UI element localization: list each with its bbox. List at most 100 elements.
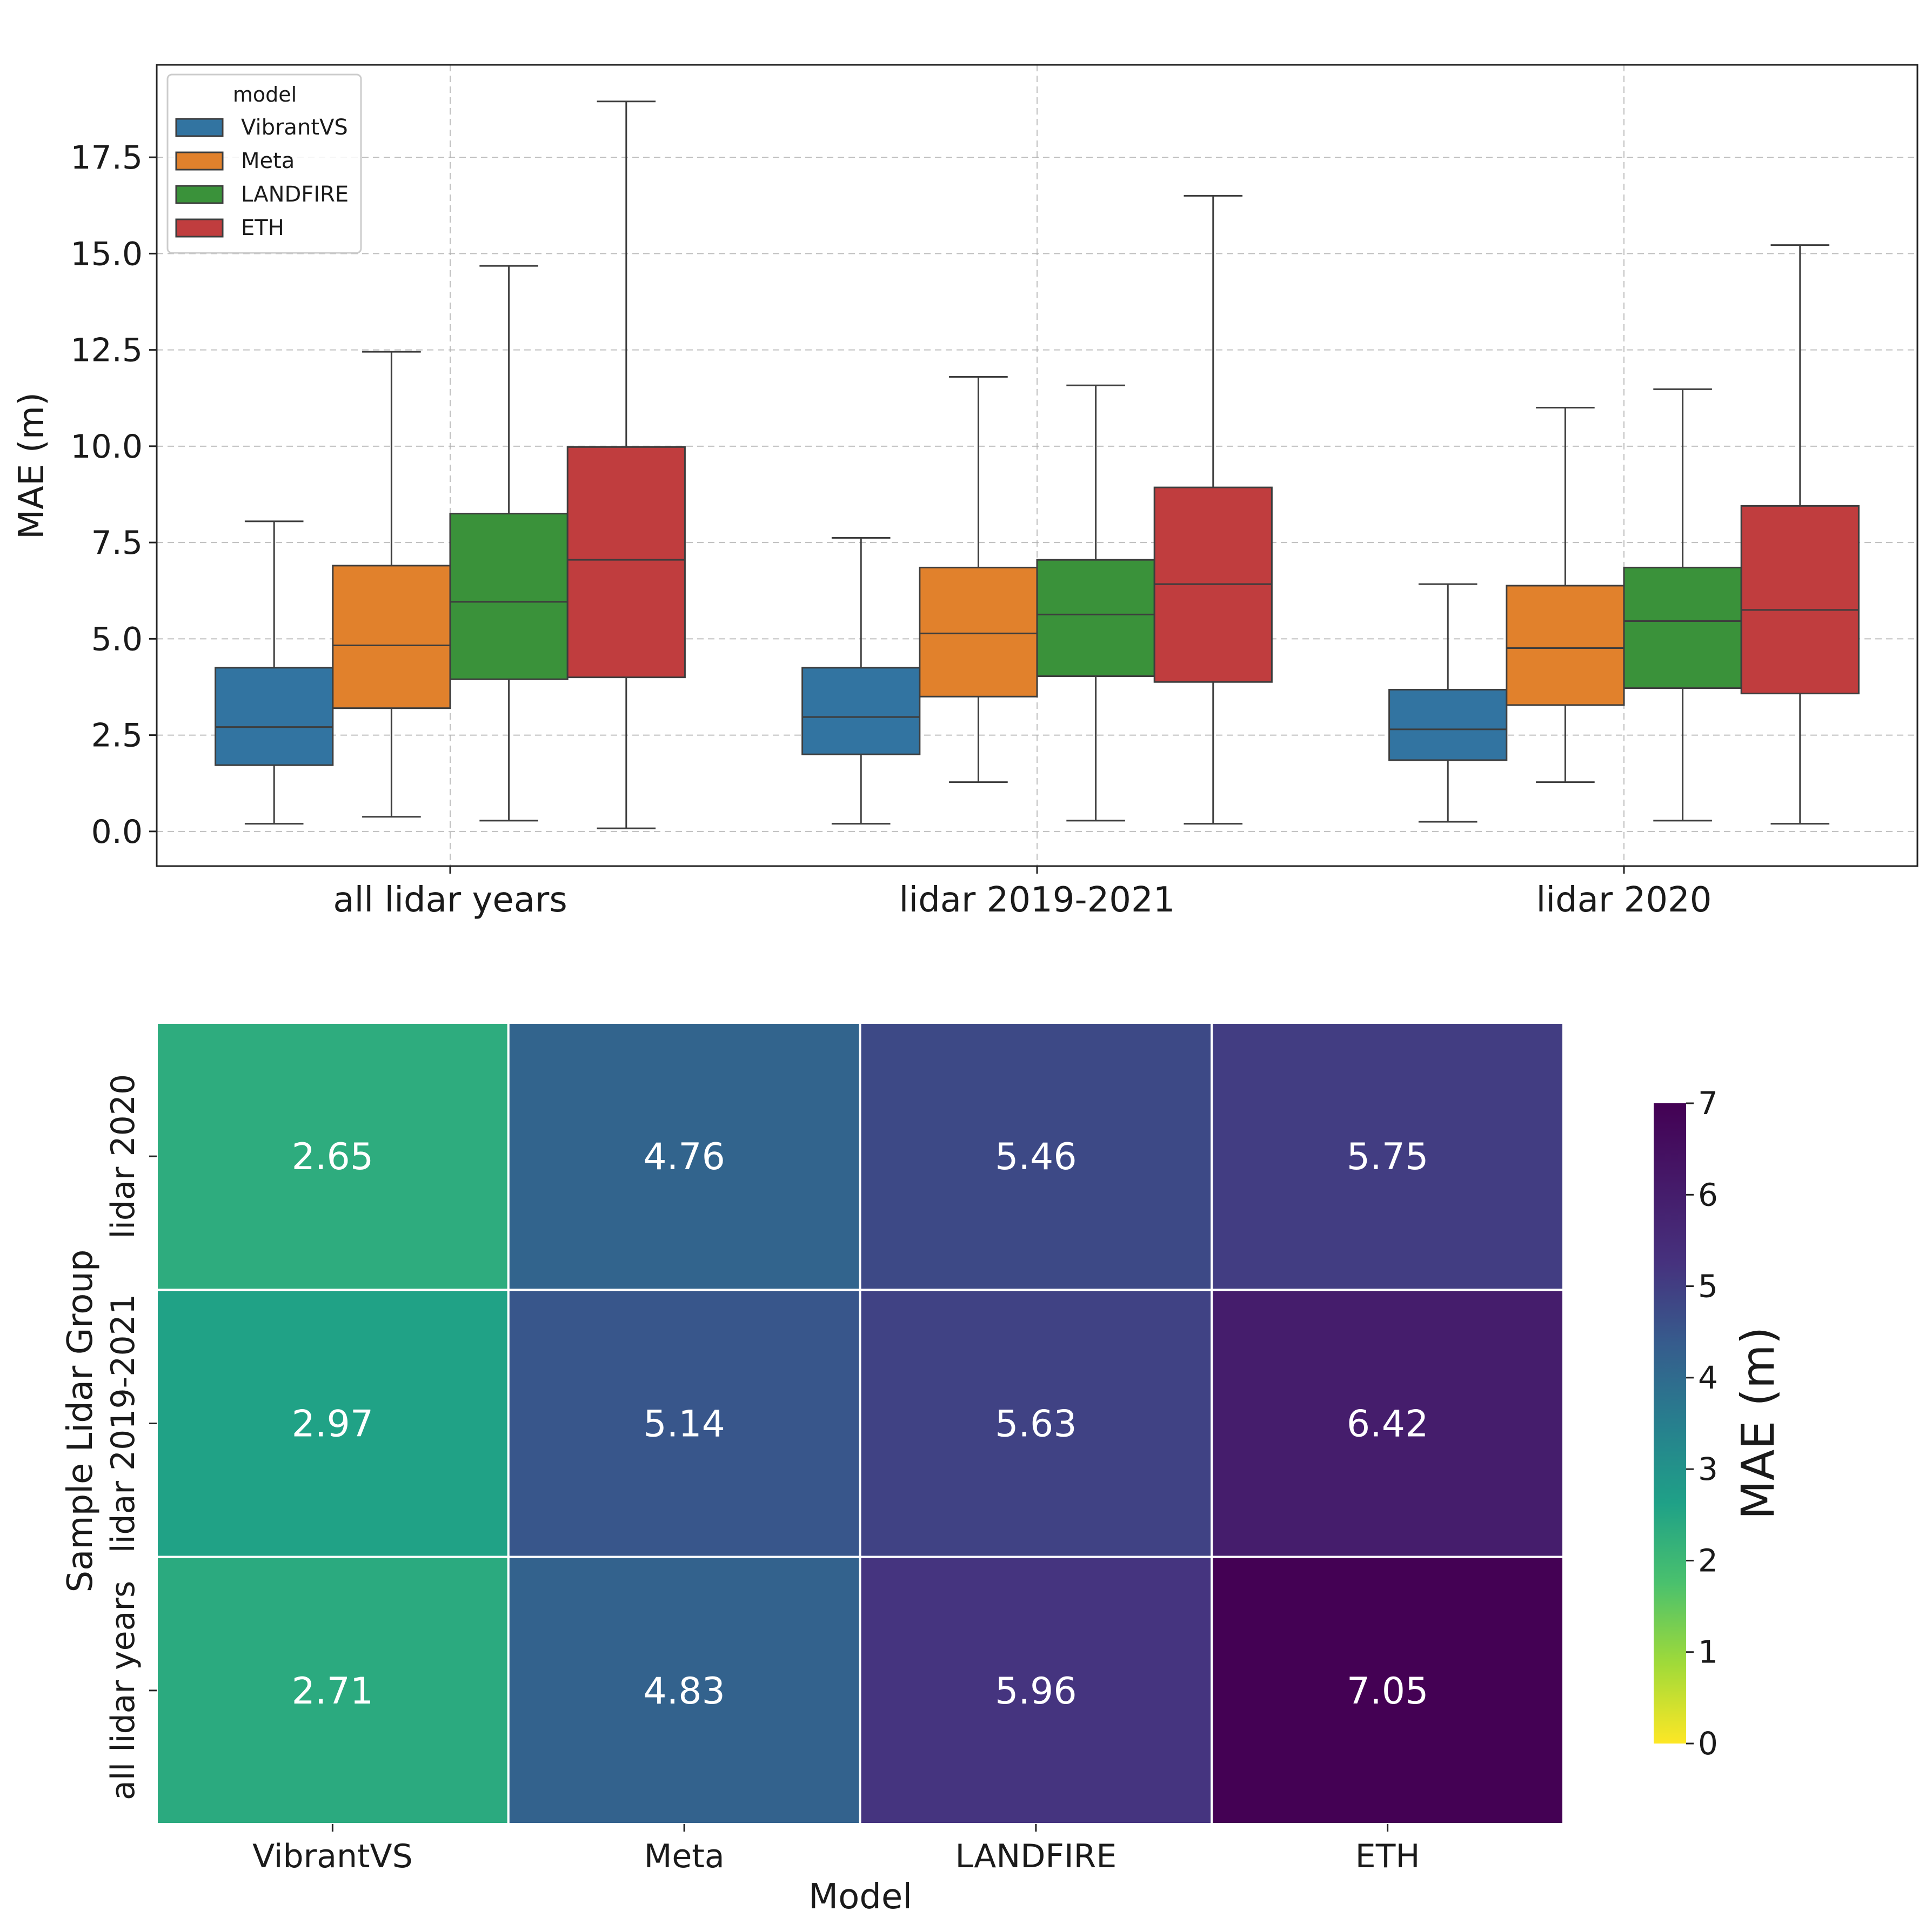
heatmap-cell [1211, 1022, 1565, 1291]
box-iqr [449, 513, 569, 680]
y-tick-label: 12.5 [70, 332, 143, 370]
colorbar-ticks: 0 1 2 3 4 5 6 7 [1686, 1085, 1718, 1762]
box-meta-0 [332, 351, 451, 818]
box-eth-1 [1153, 195, 1273, 825]
box-vibrantvs-1 [801, 537, 921, 825]
x-tick-label: all lidar years [333, 880, 567, 920]
colorbar-tick-label: 2 [1698, 1542, 1718, 1579]
heatmap-cell-value: 5.46 [995, 1136, 1077, 1178]
boxplot-x-ticks: all lidar years lidar 2019-2021 lidar 2020 [333, 866, 1712, 920]
y-tick-label: 0.0 [91, 813, 143, 851]
y-tick-label: 7.5 [91, 524, 143, 562]
heatmap-cell [156, 1555, 510, 1826]
colorbar-gradient [1654, 1103, 1686, 1744]
legend-swatch-meta [175, 151, 224, 171]
heatmap-x-tick-label: LANDFIRE [955, 1838, 1117, 1875]
heatmap-y-tick-label: lidar 2019-2021 [104, 1294, 142, 1553]
boxplot-legend: model VibrantVS Meta LANDFIRE ETH [166, 73, 362, 254]
box-iqr [332, 565, 451, 709]
heatmap-chart: 2.65 4.76 5.46 5.75 2.97 5.14 5.63 6.42 2.71 4.83… [61, 1022, 1784, 1917]
heatmap-x-tick-label: Meta [644, 1838, 725, 1875]
heatmap-cell-value: 4.83 [643, 1670, 725, 1713]
colorbar-tick-label: 0 [1698, 1725, 1718, 1762]
box-eth-0 [566, 100, 686, 829]
heatmap-cell [507, 1555, 861, 1826]
x-tick-label: lidar 2019-2021 [899, 880, 1175, 920]
legend-swatch-eth [175, 218, 224, 238]
heatmap-cell [859, 1555, 1213, 1826]
box-iqr [919, 566, 1038, 698]
heatmap-cell [1211, 1555, 1565, 1826]
heatmap-cell-value: 2.71 [292, 1670, 373, 1713]
legend-swatch-landfire [175, 185, 224, 204]
box-vibrantvs-2 [1388, 583, 1508, 823]
heatmap-cell [859, 1022, 1213, 1291]
box-meta-2 [1506, 407, 1625, 783]
colorbar-tick-label: 3 [1698, 1451, 1718, 1487]
colorbar-tick-label: 4 [1698, 1359, 1718, 1396]
box-iqr [1623, 566, 1742, 689]
legend-items: VibrantVS Meta LANDFIRE ETH [175, 115, 349, 240]
legend-swatch-vibrantvs [175, 118, 224, 137]
heatmap-cell-value: 4.76 [643, 1136, 725, 1178]
colorbar-tick-label: 6 [1698, 1176, 1718, 1213]
legend-title: model [233, 83, 297, 106]
boxplot-y-axis-label: MAE (m) [12, 392, 52, 539]
box-iqr [215, 667, 334, 766]
box-iqr [566, 446, 686, 679]
box-landfire-2 [1623, 388, 1742, 822]
heatmap-cells: 2.65 4.76 5.46 5.75 2.97 5.14 5.63 6.42 2.71 4.83… [156, 1022, 1565, 1826]
box-iqr [1506, 585, 1625, 706]
box-landfire-0 [449, 265, 569, 822]
colorbar-tick-label: 7 [1698, 1085, 1718, 1122]
heatmap-x-tick-label: VibrantVS [252, 1838, 413, 1875]
legend-label-landfire: LANDFIRE [241, 182, 349, 207]
y-tick-label: 5.0 [91, 620, 143, 658]
heatmap-cell-value: 5.96 [995, 1670, 1077, 1713]
box-iqr [1388, 688, 1508, 761]
boxplot-chart: 0.0 2.5 5.0 7.5 10.0 12.5 15.0 17.5 all lidar y… [12, 64, 1918, 920]
colorbar-label: MAE (m) [1732, 1326, 1784, 1519]
heatmap-cell-value: 2.65 [292, 1136, 373, 1178]
boxplot-gridlines [157, 65, 1917, 866]
boxplot-boxes [215, 100, 1860, 829]
heatmap-cell-value: 2.97 [292, 1403, 373, 1446]
heatmap-x-tick-label: ETH [1355, 1838, 1420, 1875]
heatmap-cell [859, 1289, 1213, 1558]
legend-label-eth: ETH [241, 216, 284, 240]
heatmap-y-ticks: lidar 2020 lidar 2019-2021 all lidar years [104, 1074, 157, 1800]
heatmap-x-axis-label: Model [808, 1877, 912, 1917]
heatmap-x-ticks: VibrantVS Meta LANDFIRE ETH [252, 1824, 1420, 1875]
y-tick-label: 17.5 [70, 139, 143, 177]
y-tick-label: 15.0 [70, 235, 143, 273]
y-tick-label: 10.0 [70, 428, 143, 466]
heatmap-cell [1211, 1289, 1565, 1558]
box-landfire-1 [1036, 384, 1155, 822]
legend-label-vibrantvs: VibrantVS [241, 115, 348, 140]
heatmap-cell-value: 7.05 [1347, 1670, 1428, 1713]
box-iqr [1036, 559, 1155, 678]
heatmap-cell [156, 1022, 510, 1291]
colorbar-tick-label: 5 [1698, 1268, 1718, 1305]
box-iqr [1740, 505, 1860, 695]
heatmap-cell [507, 1022, 861, 1291]
colorbar-tick-label: 1 [1698, 1634, 1718, 1671]
legend-label-meta: Meta [241, 149, 295, 173]
box-iqr [801, 667, 921, 755]
heatmap-y-tick-label: lidar 2020 [104, 1074, 142, 1239]
box-meta-1 [919, 376, 1038, 783]
heatmap-cell-value: 6.42 [1347, 1403, 1428, 1446]
y-tick-label: 2.5 [91, 717, 143, 755]
heatmap-colorbar: 0 1 2 3 4 5 6 7 MAE (m) [1654, 1085, 1784, 1762]
heatmap-y-axis-label: Sample Lidar Group [61, 1249, 101, 1592]
heatmap-y-tick-label: all lidar years [104, 1581, 142, 1800]
box-eth-2 [1740, 244, 1860, 825]
box-vibrantvs-0 [215, 520, 334, 825]
boxplot-y-ticks: 0.0 2.5 5.0 7.5 10.0 12.5 15.0 17.5 [70, 139, 157, 851]
heatmap-cell-value: 5.63 [995, 1403, 1077, 1446]
heatmap-cell [156, 1289, 510, 1558]
x-tick-label: lidar 2020 [1536, 880, 1712, 920]
heatmap-cell-value: 5.75 [1347, 1136, 1428, 1178]
heatmap-cell-value: 5.14 [643, 1403, 725, 1446]
